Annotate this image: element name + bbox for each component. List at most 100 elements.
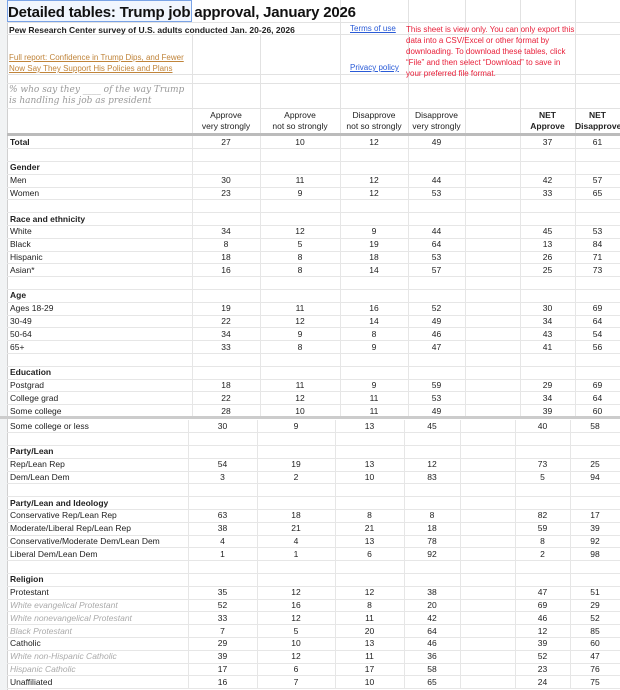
value-cell[interactable]: 58 xyxy=(404,663,461,677)
value-cell[interactable] xyxy=(192,199,261,214)
value-cell[interactable]: 9 xyxy=(260,327,341,342)
value-cell[interactable]: 19 xyxy=(257,458,336,472)
value-cell[interactable] xyxy=(335,560,405,575)
value-cell[interactable]: 17 xyxy=(335,663,405,677)
spacer-cell[interactable] xyxy=(460,496,516,511)
row-label[interactable]: Black xyxy=(7,238,193,252)
value-cell[interactable]: 1 xyxy=(257,547,336,562)
value-cell[interactable]: 47 xyxy=(515,586,571,600)
value-cell[interactable]: 8 xyxy=(340,327,409,342)
value-cell[interactable]: 10 xyxy=(260,136,341,150)
spacer-cell[interactable] xyxy=(465,327,521,342)
spacer-cell[interactable] xyxy=(460,509,516,523)
value-cell[interactable]: 64 xyxy=(575,315,620,329)
value-cell[interactable]: 45 xyxy=(520,225,576,239)
value-cell[interactable]: 46 xyxy=(515,611,571,626)
value-cell[interactable]: 69 xyxy=(575,379,620,393)
value-cell[interactable]: 34 xyxy=(192,225,261,239)
value-cell[interactable]: 43 xyxy=(520,327,576,342)
value-cell[interactable]: 12 xyxy=(404,458,461,472)
value-cell[interactable]: 30 xyxy=(520,302,576,316)
value-cell[interactable] xyxy=(340,199,409,214)
value-cell[interactable]: 8 xyxy=(260,251,341,265)
spacer-cell[interactable] xyxy=(460,650,516,664)
value-cell[interactable]: 59 xyxy=(515,522,571,536)
spacer-cell[interactable] xyxy=(460,573,516,587)
value-cell[interactable]: 49 xyxy=(408,315,466,329)
row-label[interactable] xyxy=(7,148,193,163)
value-cell[interactable]: 26 xyxy=(520,251,576,265)
value-cell[interactable]: 8 xyxy=(335,599,405,613)
value-cell[interactable] xyxy=(404,560,461,575)
value-cell[interactable]: 47 xyxy=(570,650,620,664)
value-cell[interactable]: 61 xyxy=(575,136,620,150)
value-cell[interactable]: 29 xyxy=(188,637,258,651)
row-label[interactable]: College grad xyxy=(7,391,193,406)
value-cell[interactable] xyxy=(335,445,405,459)
value-cell[interactable] xyxy=(575,289,620,303)
value-cell[interactable]: 37 xyxy=(520,136,576,150)
value-cell[interactable]: 14 xyxy=(340,263,409,278)
value-cell[interactable] xyxy=(520,148,576,163)
spacer-cell[interactable] xyxy=(465,340,521,355)
value-cell[interactable]: 8 xyxy=(260,263,341,278)
value-cell[interactable]: 9 xyxy=(340,379,409,393)
row-label[interactable]: Conservative Rep/Lean Rep xyxy=(7,509,189,523)
value-cell[interactable]: 13 xyxy=(520,238,576,252)
value-cell[interactable] xyxy=(340,289,409,303)
value-cell[interactable]: 5 xyxy=(260,238,341,252)
value-cell[interactable]: 36 xyxy=(404,650,461,664)
value-cell[interactable]: 25 xyxy=(520,263,576,278)
spacer-cell[interactable] xyxy=(465,161,521,175)
value-cell[interactable]: 27 xyxy=(192,136,261,150)
spacer-cell[interactable] xyxy=(460,663,516,677)
value-cell[interactable]: 92 xyxy=(570,535,620,549)
value-cell[interactable]: 11 xyxy=(260,174,341,188)
value-cell[interactable] xyxy=(260,289,341,303)
value-cell[interactable]: 13 xyxy=(335,535,405,549)
value-cell[interactable] xyxy=(192,289,261,303)
value-cell[interactable]: 20 xyxy=(404,599,461,613)
value-cell[interactable] xyxy=(188,560,258,575)
value-cell[interactable]: 3 xyxy=(188,471,258,485)
spacer-cell[interactable] xyxy=(465,199,521,214)
value-cell[interactable] xyxy=(335,573,405,587)
value-cell[interactable]: 17 xyxy=(188,663,258,677)
value-cell[interactable]: 10 xyxy=(335,471,405,485)
value-cell[interactable]: 10 xyxy=(257,637,336,651)
value-cell[interactable]: 12 xyxy=(257,611,336,626)
value-cell[interactable]: 5 xyxy=(515,471,571,485)
value-cell[interactable]: 39 xyxy=(570,522,620,536)
value-cell[interactable] xyxy=(188,573,258,587)
row-label[interactable] xyxy=(7,483,189,498)
value-cell[interactable]: 44 xyxy=(408,225,466,239)
value-cell[interactable]: 42 xyxy=(404,611,461,626)
value-cell[interactable] xyxy=(192,353,261,367)
value-cell[interactable] xyxy=(570,432,620,447)
value-cell[interactable]: 16 xyxy=(192,263,261,278)
value-cell[interactable]: 23 xyxy=(515,663,571,677)
value-cell[interactable]: 34 xyxy=(192,327,261,342)
frozen-pane-divider[interactable] xyxy=(0,416,620,419)
spacer-cell[interactable] xyxy=(460,611,516,626)
value-cell[interactable] xyxy=(188,483,258,498)
value-cell[interactable]: 53 xyxy=(408,391,466,406)
row-label[interactable]: Men xyxy=(7,174,193,188)
value-cell[interactable]: 45 xyxy=(404,420,461,434)
value-cell[interactable]: 2 xyxy=(515,547,571,562)
value-cell[interactable]: 24 xyxy=(515,675,571,690)
value-cell[interactable]: 13 xyxy=(335,420,405,434)
value-cell[interactable]: 56 xyxy=(575,340,620,355)
value-cell[interactable]: 16 xyxy=(257,599,336,613)
value-cell[interactable] xyxy=(340,212,409,227)
value-cell[interactable] xyxy=(575,199,620,214)
value-cell[interactable]: 33 xyxy=(188,611,258,626)
spacer-cell[interactable] xyxy=(460,535,516,549)
value-cell[interactable]: 29 xyxy=(520,379,576,393)
value-cell[interactable]: 21 xyxy=(335,522,405,536)
value-cell[interactable]: 69 xyxy=(515,599,571,613)
value-cell[interactable]: 7 xyxy=(257,675,336,690)
value-cell[interactable]: 13 xyxy=(335,637,405,651)
value-cell[interactable] xyxy=(335,432,405,447)
value-cell[interactable]: 11 xyxy=(260,302,341,316)
